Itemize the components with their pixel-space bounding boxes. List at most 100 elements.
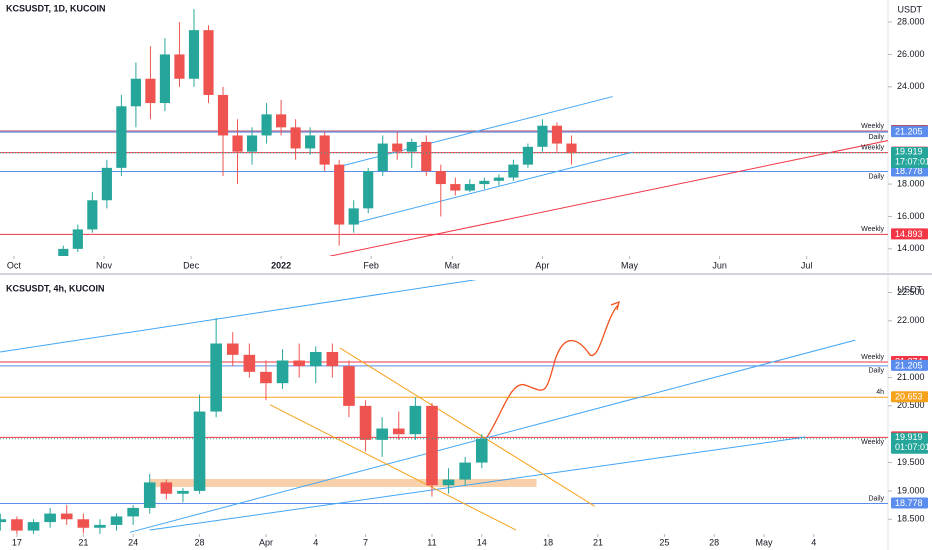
candle-body (232, 135, 243, 152)
candle-body (174, 54, 185, 79)
candle-body (566, 143, 577, 154)
candle-body (44, 513, 56, 523)
level-note: Daily (868, 368, 884, 375)
candle-body (226, 343, 239, 355)
y-tick-label: 26.000 (897, 49, 925, 59)
x-tick-label: 11 (427, 537, 436, 547)
candle-body (326, 352, 339, 367)
y-tick-label: 21.000 (897, 372, 925, 382)
candle-body (127, 507, 139, 517)
y-tick-label: 19.500 (897, 457, 925, 467)
y-tick-label: 28.000 (897, 16, 925, 26)
x-tick-label: Jul (801, 260, 813, 270)
projection-arrowhead (610, 300, 620, 311)
price-tag (891, 165, 928, 177)
candle-body (11, 519, 23, 531)
candle-body (116, 106, 127, 168)
candle-body (305, 135, 316, 149)
price-tag (891, 497, 928, 509)
y-tick-label: 20.500 (897, 400, 925, 410)
candle-body (551, 125, 563, 144)
last-price-tag (891, 432, 928, 454)
x-tick-label: 18 (543, 537, 553, 547)
candle-body (130, 78, 141, 107)
candle-body (261, 114, 272, 136)
candle-body (377, 143, 388, 172)
y-tick-label: 24.000 (897, 81, 925, 91)
level-note: Weekly (861, 144, 884, 151)
x-tick-label: Feb (363, 260, 379, 270)
candle-body (290, 127, 301, 149)
trend-line (0, 280, 477, 353)
candle-body (343, 366, 355, 406)
y-tick-label: 14.000 (897, 243, 925, 253)
y-tick-label: 18.000 (897, 178, 925, 188)
candle-body (217, 94, 229, 136)
candle-body (72, 229, 83, 249)
x-tick-label: 21 (593, 537, 603, 547)
level-note: Weekly (861, 354, 884, 361)
level-note: Weekly (861, 123, 884, 130)
x-tick-label: 25 (659, 537, 669, 547)
x-tick-label: 14 (477, 537, 487, 547)
x-tick-label: Oct (7, 260, 22, 270)
chart-title: KCSUSDT, 4h, KUCOIN (6, 283, 105, 293)
candle-body (537, 125, 548, 147)
candle-body (376, 428, 388, 440)
candle-body (58, 248, 69, 256)
trend-line (149, 436, 806, 531)
candle-body (188, 30, 200, 79)
x-tick-label: Mar (445, 260, 461, 270)
level-note: Weekly (861, 226, 884, 233)
chart-title: KCSUSDT, 1D, KUCOIN (6, 3, 106, 13)
candle-body (77, 519, 90, 528)
candle-body (348, 208, 359, 225)
countdown-label: 17:07:01 (895, 156, 930, 166)
candle-body (0, 519, 7, 523)
x-tick-label: 28 (709, 537, 719, 547)
candle-body (193, 411, 206, 491)
last-price-label: 19.919 (895, 432, 923, 442)
candle-body (276, 360, 289, 384)
x-tick-label: Dec (183, 260, 200, 270)
x-tick-label: May (621, 260, 639, 270)
x-tick-label: 17 (12, 537, 22, 547)
candle-body (160, 482, 173, 494)
candle-body (435, 171, 446, 185)
price-tag-label: 20.653 (895, 392, 923, 402)
plot-area (0, 280, 888, 534)
y-tick-label: 18.500 (897, 514, 925, 524)
last-price-label: 19.919 (895, 146, 923, 156)
candle-body (145, 78, 156, 104)
x-tick-label: Apr (535, 260, 549, 270)
price-tag-label: 14.893 (895, 229, 923, 239)
price-tag-label: 18.778 (895, 166, 923, 176)
x-tick-label: May (755, 537, 773, 547)
level-note: 4h (876, 389, 884, 396)
x-tick-label: Apr (259, 537, 273, 547)
candle-body (421, 141, 432, 172)
level-note: Daily (868, 134, 884, 141)
price-tag (891, 391, 928, 403)
candle-body (110, 516, 123, 525)
price-tag (891, 126, 928, 138)
candle-body (475, 438, 488, 463)
candle-body (246, 135, 258, 152)
candle-body (508, 164, 519, 178)
countdown-label: 01:07:01 (895, 442, 930, 452)
candle-body (293, 360, 305, 367)
candle-body (426, 405, 438, 486)
candle-body (87, 200, 98, 230)
candle-body (459, 462, 471, 480)
price-tag-label: 18.778 (895, 498, 923, 508)
y-tick-label: 22.500 (897, 287, 925, 297)
candle-body (143, 482, 156, 508)
x-tick-label: 4 (313, 537, 318, 547)
candle-body (60, 513, 73, 520)
candle-body (442, 479, 455, 486)
trend-line (339, 347, 595, 507)
candle-body (243, 354, 256, 372)
candle-body (450, 184, 461, 191)
currency-label: USDT (898, 4, 923, 14)
